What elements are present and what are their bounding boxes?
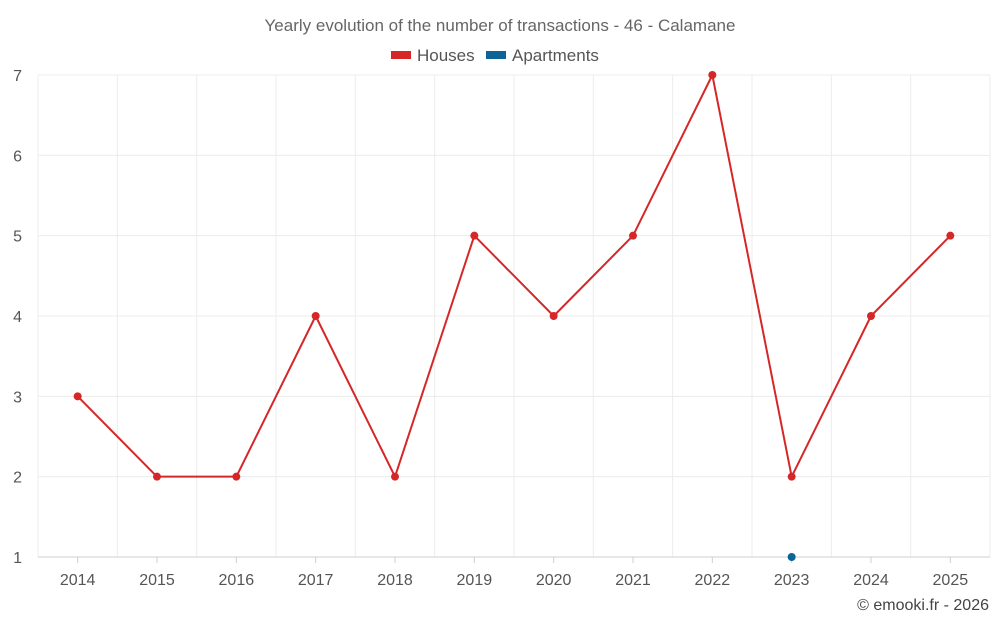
- axis-layer: [38, 556, 990, 563]
- data-point-houses-2024[interactable]: [867, 312, 875, 320]
- y-tick-label-2: 2: [13, 470, 22, 487]
- data-point-houses-2022[interactable]: [708, 71, 717, 79]
- legend-item-houses[interactable]: Houses: [391, 46, 475, 65]
- data-point-houses-2016[interactable]: [232, 472, 241, 481]
- data-point-houses-2019[interactable]: [470, 231, 479, 240]
- x-tick-label-2014: 2014: [60, 572, 96, 589]
- x-tick-label-2016: 2016: [219, 572, 255, 589]
- y-tick-label-3: 3: [13, 389, 22, 406]
- data-point-houses-2025[interactable]: [946, 231, 955, 240]
- data-point-houses-2014[interactable]: [73, 392, 82, 401]
- data-point-houses-2018[interactable]: [391, 472, 399, 481]
- y-tick-labels: 1 2 3 4 5 6 7: [13, 68, 22, 567]
- data-point-houses-2021[interactable]: [629, 231, 637, 240]
- y-tick-label-5: 5: [13, 229, 22, 246]
- legend-swatch-apartments: [486, 51, 506, 59]
- data-point-houses-2017[interactable]: [311, 312, 320, 320]
- legend-label-houses: Houses: [417, 46, 475, 65]
- credit-text: © emooki.fr - 2026: [857, 597, 989, 614]
- data-point-houses-2023[interactable]: [787, 472, 796, 481]
- chart-title: Yearly evolution of the number of transa…: [265, 16, 736, 35]
- x-tick-label-2019: 2019: [457, 572, 493, 589]
- legend-item-apartments[interactable]: Apartments: [486, 46, 599, 65]
- x-tick-label-2017: 2017: [298, 572, 334, 589]
- y-tick-label-4: 4: [13, 309, 22, 326]
- series-line-houses: [76, 74, 952, 478]
- legend: Houses Apartments: [391, 46, 599, 65]
- x-tick-label-2022: 2022: [695, 572, 731, 589]
- data-point-apartments-2023[interactable]: [787, 553, 796, 561]
- grid-layer: [37, 74, 991, 557]
- y-tick-label-1: 1: [13, 550, 22, 567]
- x-tick-label-2025: 2025: [933, 572, 969, 589]
- series-apartments: [787, 553, 796, 561]
- series-houses: [73, 71, 955, 481]
- x-tick-label-2015: 2015: [139, 572, 175, 589]
- y-tick-label-6: 6: [13, 148, 22, 165]
- y-tick-label-7: 7: [13, 68, 22, 85]
- x-tick-label-2020: 2020: [536, 572, 572, 589]
- x-tick-label-2018: 2018: [377, 572, 413, 589]
- x-tick-label-2024: 2024: [853, 572, 889, 589]
- series-layer: [73, 71, 955, 561]
- data-point-houses-2015[interactable]: [153, 472, 161, 481]
- legend-label-apartments: Apartments: [512, 46, 599, 65]
- x-tick-label-2023: 2023: [774, 572, 810, 589]
- data-point-houses-2020[interactable]: [549, 312, 558, 320]
- x-tick-label-2021: 2021: [615, 572, 651, 589]
- x-tick-labels: 2014 2015 2016 2017 2018 2019 2020 2021 2022 2023…: [60, 572, 968, 589]
- legend-swatch-houses: [391, 51, 411, 59]
